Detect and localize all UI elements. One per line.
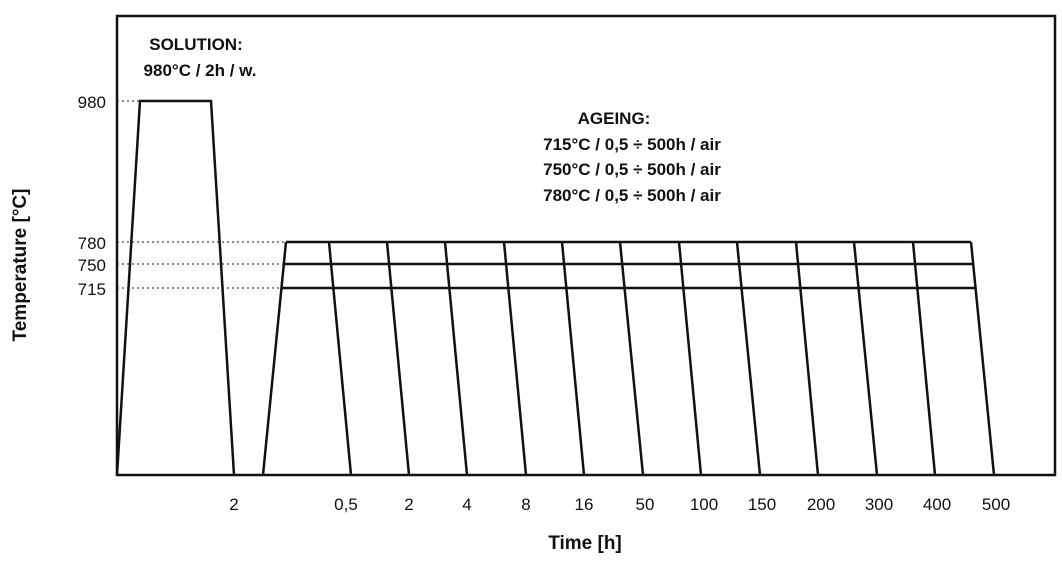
y-axis-title: Temperature [°C] bbox=[10, 189, 31, 342]
x-tick-400: 400 bbox=[923, 495, 951, 514]
solution-title: SOLUTION: bbox=[149, 35, 243, 54]
cooling-line-400h bbox=[911, 241, 937, 476]
ageing-title: AGEING: bbox=[578, 109, 651, 128]
x-tick-2: 2 bbox=[404, 495, 413, 514]
solution-condition: 980°C / 2h / w. bbox=[144, 61, 257, 80]
x-tick-50: 50 bbox=[636, 495, 655, 514]
y-tick-750: 750 bbox=[78, 256, 106, 275]
cooling-line-200h bbox=[794, 241, 820, 476]
x-tick-150: 150 bbox=[748, 495, 776, 514]
x-tick-200: 200 bbox=[807, 495, 835, 514]
x-tick-0-5: 0,5 bbox=[334, 495, 358, 514]
x-tick-500: 500 bbox=[982, 495, 1010, 514]
ageing-heating-line bbox=[261, 241, 288, 476]
y-tick-780: 780 bbox=[78, 234, 106, 253]
cooling-line-8h bbox=[502, 241, 528, 476]
cooling-line-500h bbox=[969, 241, 996, 476]
cooling-line-2h bbox=[385, 241, 411, 476]
x-tick-16: 16 bbox=[575, 495, 594, 514]
x-tick-8: 8 bbox=[521, 495, 530, 514]
cooling-line-16h bbox=[560, 241, 586, 476]
x-axis-title: Time [h] bbox=[548, 533, 622, 554]
ageing-condition-780: 780°C / 0,5 ÷ 500h / air bbox=[543, 186, 721, 205]
y-tick-980: 980 bbox=[78, 93, 106, 112]
cooling-line-300h bbox=[852, 241, 879, 476]
plot-frame bbox=[115, 14, 1057, 477]
cooling-line-4h bbox=[443, 241, 469, 476]
x-tick-solution-2h: 2 bbox=[229, 495, 238, 514]
cooling-line-50h bbox=[618, 241, 645, 476]
cooling-line-150h bbox=[735, 241, 762, 476]
y-tick-715: 715 bbox=[78, 280, 106, 299]
cooling-line-100h bbox=[677, 241, 703, 476]
ageing-cycles bbox=[261, 240, 996, 476]
x-tick-4: 4 bbox=[462, 495, 471, 514]
solution-cycle-line bbox=[115, 99, 236, 476]
x-tick-300: 300 bbox=[865, 495, 893, 514]
cooling-line-0-5h bbox=[327, 241, 353, 476]
x-tick-100: 100 bbox=[690, 495, 718, 514]
ageing-condition-715: 715°C / 0,5 ÷ 500h / air bbox=[543, 135, 721, 154]
ageing-condition-750: 750°C / 0,5 ÷ 500h / air bbox=[543, 160, 721, 179]
